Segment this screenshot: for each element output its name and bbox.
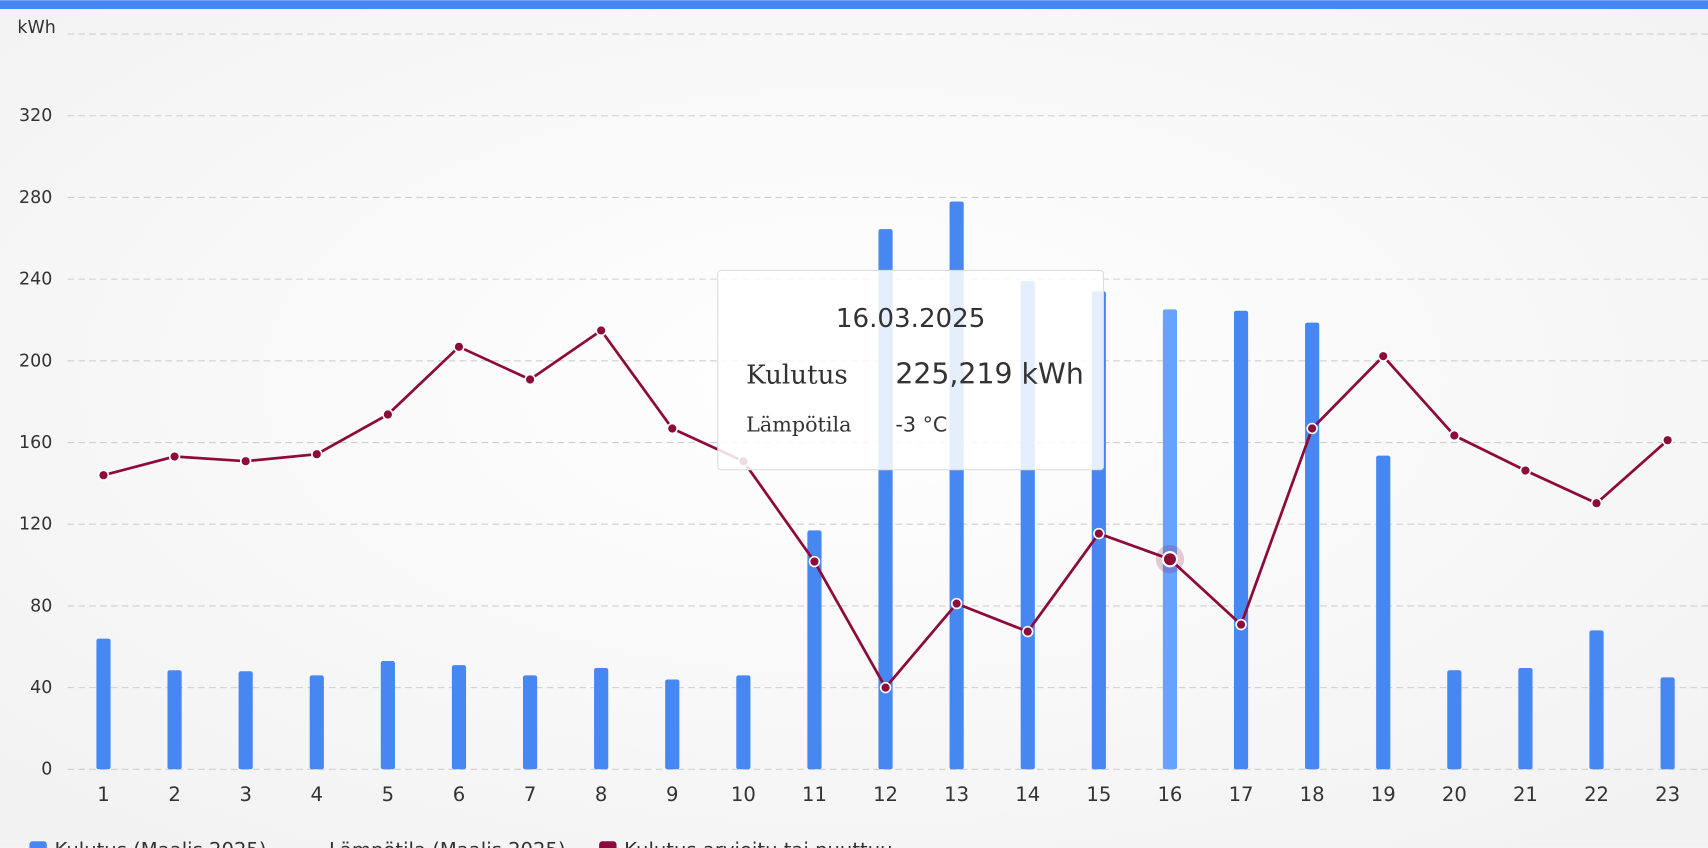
point xyxy=(950,597,963,610)
bar xyxy=(1305,322,1320,770)
point xyxy=(1161,551,1179,568)
x-tick-label: 12 xyxy=(873,783,898,806)
bar xyxy=(1376,455,1391,770)
tooltip-label: Lämpötila xyxy=(746,413,851,437)
bar xyxy=(594,668,609,770)
y-tick-label: 0 xyxy=(41,760,52,780)
x-tick-label: 15 xyxy=(1086,783,1111,806)
y-tick-label: 80 xyxy=(30,596,52,616)
y-tick-label: 160 xyxy=(19,433,52,453)
y-tick-label: 280 xyxy=(19,188,52,208)
tooltip: 16.03.2025 Kulutus 225,219 kWh Lämpötila -3 … xyxy=(717,269,1104,471)
x-tick-label: 7 xyxy=(524,783,536,806)
legend-label: Kulutus (Maalis 2025) xyxy=(54,838,266,848)
x-tick-label: 21 xyxy=(1513,783,1538,806)
x-tick-label: 20 xyxy=(1442,783,1467,806)
x-tick-label: 11 xyxy=(802,783,827,806)
point xyxy=(453,341,465,353)
x-tick-label: 14 xyxy=(1015,783,1040,806)
point xyxy=(524,373,536,386)
x-tick-label: 2 xyxy=(168,783,180,806)
x-tick-label: 13 xyxy=(944,783,969,806)
point xyxy=(879,681,892,694)
tooltip-label: Kulutus xyxy=(746,361,848,391)
y-tick-label: 40 xyxy=(30,678,52,698)
legend-swatch xyxy=(29,841,47,848)
x-tick-label: 19 xyxy=(1371,783,1396,806)
tooltip-title: 16.03.2025 xyxy=(836,304,986,334)
bar xyxy=(1589,630,1604,770)
x-tick-label: 18 xyxy=(1300,783,1325,806)
x-tick-label: 9 xyxy=(666,783,678,806)
bar xyxy=(807,530,822,770)
bar xyxy=(309,675,324,770)
x-tick-label: 6 xyxy=(453,783,465,806)
x-tick-label: 8 xyxy=(595,783,607,806)
bar xyxy=(380,661,395,770)
point xyxy=(1093,527,1105,540)
point xyxy=(1022,625,1034,638)
point xyxy=(595,324,607,337)
x-tick-label: 3 xyxy=(239,783,251,806)
x-tick-label: 1 xyxy=(97,783,109,806)
point xyxy=(1448,429,1461,442)
y-tick-label: 120 xyxy=(19,515,52,535)
point xyxy=(311,448,323,460)
bar xyxy=(522,675,538,770)
x-tick-label: 10 xyxy=(731,783,756,806)
point xyxy=(1306,422,1318,435)
point xyxy=(1590,497,1603,509)
x-tick-label: 4 xyxy=(311,783,323,806)
bar xyxy=(736,675,751,770)
tooltip-value: -3 °C xyxy=(895,413,947,437)
y-tick-label: 200 xyxy=(19,351,52,371)
point xyxy=(1235,618,1247,631)
point xyxy=(1377,350,1389,362)
top-bar xyxy=(0,0,1708,9)
y-tick-label: 320 xyxy=(19,106,52,126)
bar xyxy=(1447,670,1462,770)
tooltip-box xyxy=(717,269,1104,471)
point xyxy=(1661,434,1674,446)
point xyxy=(97,469,110,481)
bar xyxy=(96,638,111,770)
bar xyxy=(1162,309,1178,770)
legend-label: Kulutus arvioitu tai puuttuu xyxy=(624,838,892,848)
point xyxy=(808,555,821,568)
x-tick-label: 17 xyxy=(1229,783,1254,806)
y-tick-label: 240 xyxy=(19,270,52,290)
bar xyxy=(451,665,467,770)
bar xyxy=(1233,310,1249,770)
bar xyxy=(1660,677,1675,770)
point xyxy=(1519,464,1532,477)
x-tick-label: 22 xyxy=(1584,783,1609,806)
x-tick-label: 23 xyxy=(1655,783,1680,806)
tooltip-value: 225,219 kWh xyxy=(895,358,1083,391)
bar xyxy=(167,670,182,770)
x-tick-label: 5 xyxy=(382,783,394,806)
x-tick-label: 16 xyxy=(1157,783,1182,806)
point xyxy=(666,422,678,435)
point xyxy=(382,408,394,421)
legend-label: Lämpötila (Maalis 2025) xyxy=(329,838,566,848)
bar xyxy=(665,679,680,770)
bar xyxy=(238,671,253,770)
legend-swatch xyxy=(599,841,617,848)
y-axis-label: kWh xyxy=(17,18,55,38)
point xyxy=(168,450,181,463)
point xyxy=(239,455,252,467)
bar xyxy=(1518,668,1533,770)
